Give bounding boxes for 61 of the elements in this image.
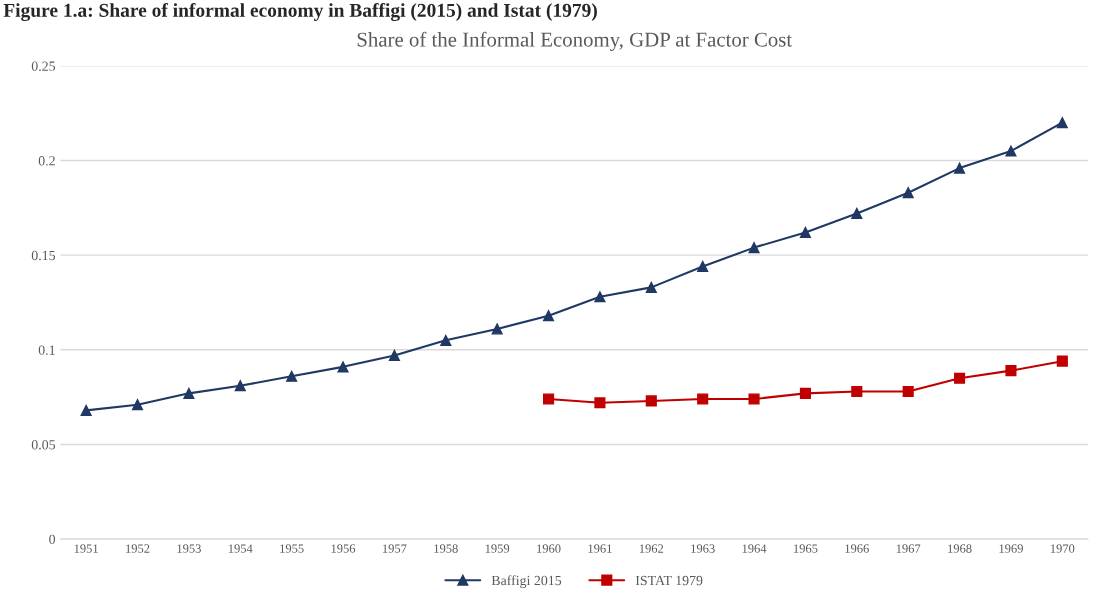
point xyxy=(183,387,195,399)
point xyxy=(131,399,144,411)
x-tick-label: 1955 xyxy=(280,544,304,553)
point xyxy=(902,187,914,199)
point xyxy=(954,372,966,384)
point xyxy=(286,370,298,382)
point xyxy=(748,242,760,254)
point xyxy=(440,334,452,346)
x-tick-label: 1953 xyxy=(177,544,201,553)
x-tick-label: 1967 xyxy=(896,544,921,553)
point xyxy=(542,393,555,405)
x-tick-label: 1956 xyxy=(331,544,356,553)
legend-label: Baffigi 2015 xyxy=(491,575,562,589)
point xyxy=(542,310,555,322)
x-tick-label: 1951 xyxy=(74,544,98,553)
x-tick-label: 1964 xyxy=(742,544,767,553)
y-tick-label: 0.25 xyxy=(31,61,56,71)
point xyxy=(697,393,709,405)
x-tick-label: 1970 xyxy=(1050,544,1075,553)
point xyxy=(799,226,811,239)
x-tick-label: 1969 xyxy=(999,544,1023,553)
point xyxy=(954,162,966,174)
y-tick-label: 0.15 xyxy=(31,250,56,261)
point xyxy=(1005,145,1017,157)
point xyxy=(851,385,863,398)
point xyxy=(1005,365,1017,377)
point xyxy=(388,349,400,362)
point xyxy=(491,323,503,335)
point xyxy=(1056,355,1068,367)
point xyxy=(645,281,657,293)
chart-title: Share of the Informal Economy, GDP at Factor Cost xyxy=(357,31,793,51)
x-tick-label: 1968 xyxy=(948,544,972,553)
caption: Figure 1.a: Share of informal economy in Baffigi (2015) and Istat (1979) xyxy=(3,3,597,21)
point xyxy=(1056,117,1068,129)
point xyxy=(80,404,92,416)
point xyxy=(594,291,606,303)
x-tick-label: 1966 xyxy=(845,544,869,553)
y-tick-label: 0 xyxy=(49,534,56,545)
point xyxy=(748,393,760,405)
y-tick-label: 0.05 xyxy=(31,440,56,450)
point xyxy=(337,361,349,373)
x-tick-label: 1954 xyxy=(228,544,253,553)
x-tick-label: 1959 xyxy=(485,544,510,553)
point xyxy=(234,380,246,392)
x-tick-label: 1961 xyxy=(588,544,612,553)
x-tick-label: 1965 xyxy=(794,544,818,553)
x-tick-label: 1958 xyxy=(434,544,458,553)
point xyxy=(594,397,606,409)
x-tick-label: 1963 xyxy=(691,544,715,553)
x-tick-label: 1962 xyxy=(639,544,664,553)
point xyxy=(799,387,811,399)
point xyxy=(851,207,863,220)
point xyxy=(645,395,657,407)
point xyxy=(697,260,709,273)
x-tick-label: 1957 xyxy=(383,544,407,553)
legend-label: ISTAT 1979 xyxy=(635,575,703,586)
y-tick-label: 0.2 xyxy=(38,156,55,166)
x-tick-label: 1952 xyxy=(126,544,150,553)
y-tick-label: 0.1 xyxy=(38,345,55,355)
point xyxy=(902,385,914,398)
x-tick-label: 1960 xyxy=(537,544,561,553)
